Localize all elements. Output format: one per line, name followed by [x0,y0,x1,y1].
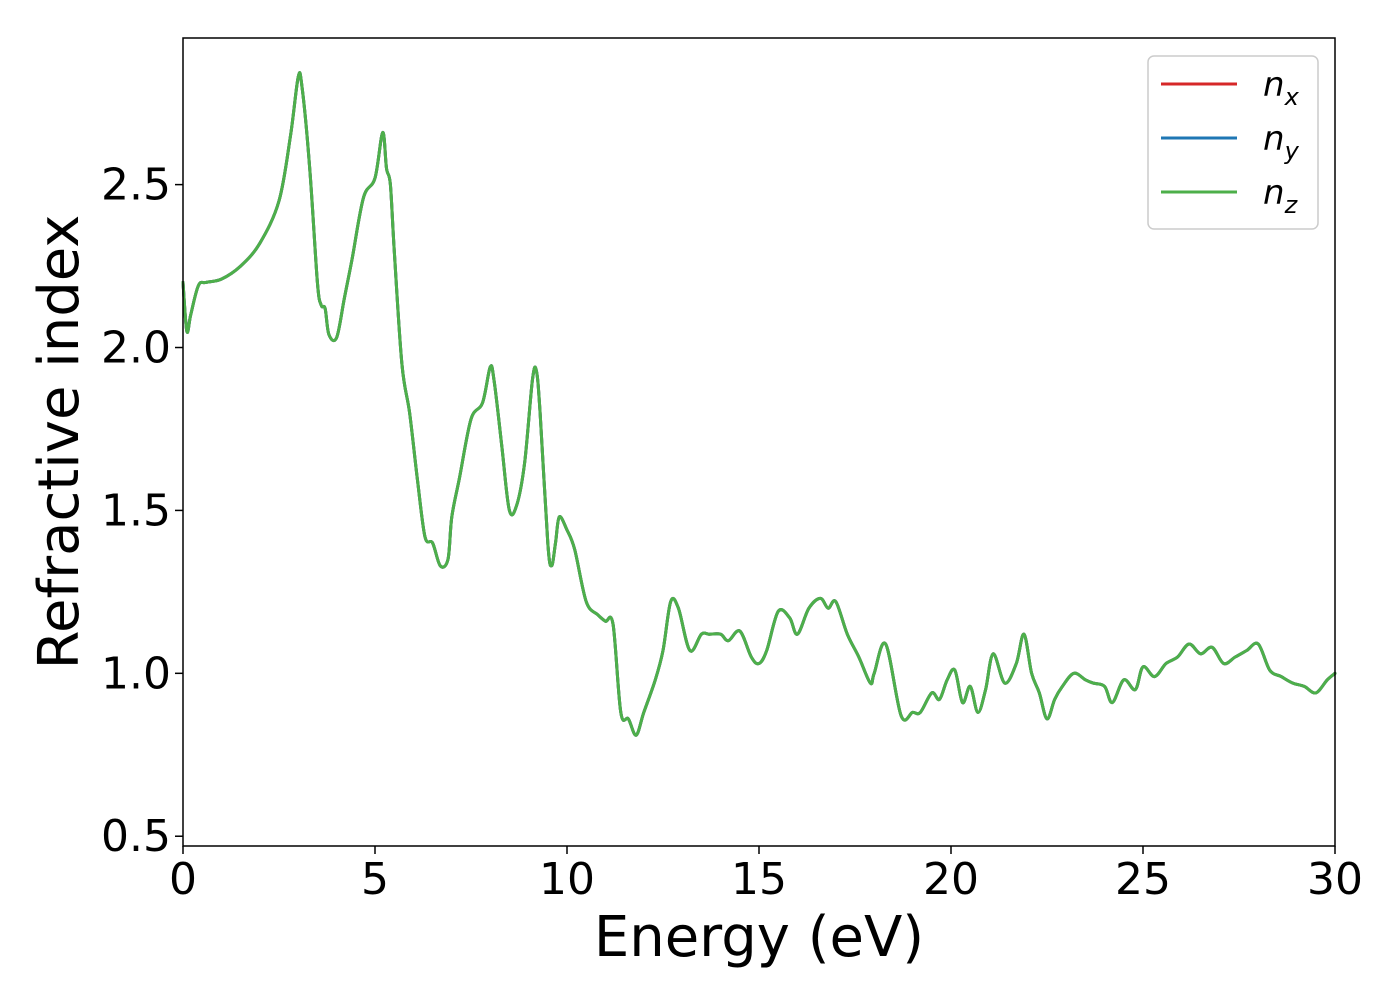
x-tick-label: 20 [923,854,979,905]
x-axis-label: Energy (eV) [594,905,924,970]
x-tick-label: 5 [361,854,389,905]
y-tick-label: 1.5 [101,485,171,536]
x-tick-label: 25 [1115,854,1171,905]
series-lines [181,71,1337,737]
y-axis-label: Refractive index [27,215,92,670]
x-tick-label: 30 [1307,854,1363,905]
x-tick-label: 0 [169,854,197,905]
x-tick-label: 10 [539,854,595,905]
y-axis-ticks: 0.5 1.0 1.5 2.0 2.5 [101,160,183,862]
y-tick-label: 2.0 [101,323,171,374]
x-tick-label: 15 [731,854,787,905]
y-tick-label: 0.5 [101,811,171,862]
legend-box [1147,55,1319,230]
x-axis-ticks: 0 5 10 15 20 25 30 [169,846,1363,905]
legend: nx ny nz [1147,55,1319,230]
y-tick-label: 1.0 [101,648,171,699]
y-tick-label: 2.5 [101,160,171,211]
legend-label-n_x: nx [1263,65,1300,111]
series-line-n_z [181,71,1337,737]
legend-label-n_z: nz [1263,173,1299,219]
legend-label-n_y: ny [1263,119,1300,165]
